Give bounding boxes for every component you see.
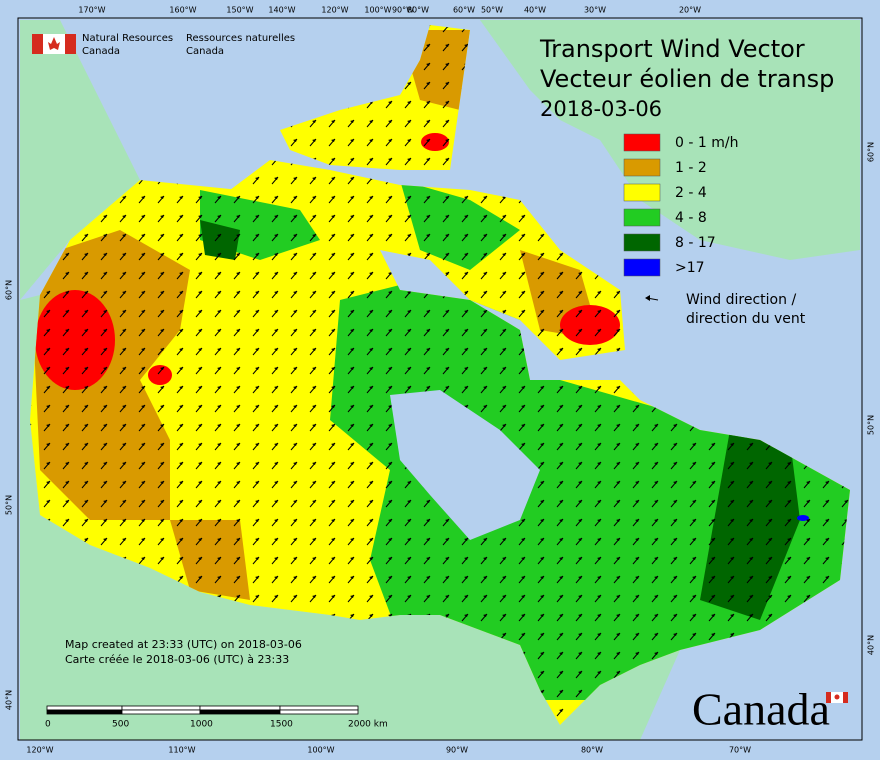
- longitude-label: 160°W: [169, 6, 196, 15]
- legend-swatch: [623, 258, 661, 277]
- longitude-label: 30°W: [584, 6, 606, 15]
- longitude-label: 40°W: [524, 6, 546, 15]
- canada-wordmark: Canada: [692, 684, 830, 735]
- legend-arrow-label: Wind direction /: [686, 292, 796, 308]
- map-title: Vecteur éolien de transp: [540, 65, 834, 93]
- scale-label: 1500: [270, 720, 293, 730]
- greenland-land: [480, 20, 860, 260]
- wordmark-flag: [826, 692, 848, 703]
- longitude-label: 110°W: [168, 746, 195, 755]
- latitude-label: 50°N: [867, 415, 876, 435]
- scale-label: 2000 km: [348, 720, 388, 730]
- longitude-label: 80°W: [407, 6, 429, 15]
- longitude-label: 150°W: [226, 6, 253, 15]
- legend-label: 2 - 4: [675, 185, 707, 201]
- latitude-label: 60°N: [867, 142, 876, 162]
- longitude-label: 120°W: [321, 6, 348, 15]
- scale-segment: [199, 705, 281, 711]
- legend-label: >17: [675, 260, 705, 276]
- agency-name-fr: Canada: [186, 46, 224, 57]
- scale-segment: [279, 705, 359, 711]
- legend-label: 8 - 17: [675, 235, 716, 251]
- legend-swatch: [623, 183, 661, 202]
- scale-segment: [121, 705, 201, 711]
- map-date: 2018-03-06: [540, 97, 662, 121]
- scale-segment: [279, 709, 359, 715]
- legend-label: 1 - 2: [675, 160, 707, 176]
- legend-swatch: [623, 208, 661, 227]
- legend-arrow-label: direction du vent: [686, 311, 806, 327]
- scale-label: 500: [112, 720, 129, 730]
- latitude-label: 40°N: [5, 690, 14, 710]
- agency-name-en: Natural Resources: [82, 33, 173, 44]
- longitude-label: 60°W: [453, 6, 475, 15]
- scale-segment: [199, 709, 281, 715]
- longitude-label: 120°W: [26, 746, 53, 755]
- legend-swatch: [623, 158, 661, 177]
- flag-logo: [32, 34, 76, 54]
- longitude-label: 170°W: [78, 6, 105, 15]
- longitude-label: 20°W: [679, 6, 701, 15]
- longitude-label: 90°W: [392, 6, 414, 15]
- scale-label: 0: [45, 720, 51, 730]
- creation-note: Carte créée le 2018-03-06 (UTC) à 23:33: [65, 653, 289, 666]
- scale-segment: [46, 709, 123, 715]
- latitude-label: 50°N: [5, 495, 14, 515]
- longitude-label: 50°W: [481, 6, 503, 15]
- legend-arrow-head: [645, 295, 650, 301]
- legend-swatch: [623, 133, 661, 152]
- alaska-land: [20, 20, 140, 300]
- latitude-label: 40°N: [867, 635, 876, 655]
- usa-land: [20, 295, 680, 740]
- longitude-label: 100°W: [364, 6, 391, 15]
- longitude-label: 70°W: [729, 746, 751, 755]
- longitude-label: 100°W: [307, 746, 334, 755]
- scale-segment: [46, 705, 123, 711]
- longitude-label: 90°W: [446, 746, 468, 755]
- scale-segment: [121, 709, 201, 715]
- agency-name-en: Canada: [82, 46, 120, 57]
- legend-swatch: [623, 233, 661, 252]
- longitude-label: 140°W: [268, 6, 295, 15]
- agency-name-fr: Ressources naturelles: [186, 33, 295, 44]
- latitude-label: 60°N: [5, 280, 14, 300]
- creation-note: Map created at 23:33 (UTC) on 2018-03-06: [65, 638, 302, 651]
- scale-label: 1000: [190, 720, 213, 730]
- legend-label: 4 - 8: [675, 210, 707, 226]
- hudson-bay: [390, 390, 540, 540]
- longitude-label: 80°W: [581, 746, 603, 755]
- map-title: Transport Wind Vector: [539, 35, 805, 63]
- map-frame: [17, 17, 863, 741]
- legend-label: 0 - 1 m/h: [675, 135, 738, 151]
